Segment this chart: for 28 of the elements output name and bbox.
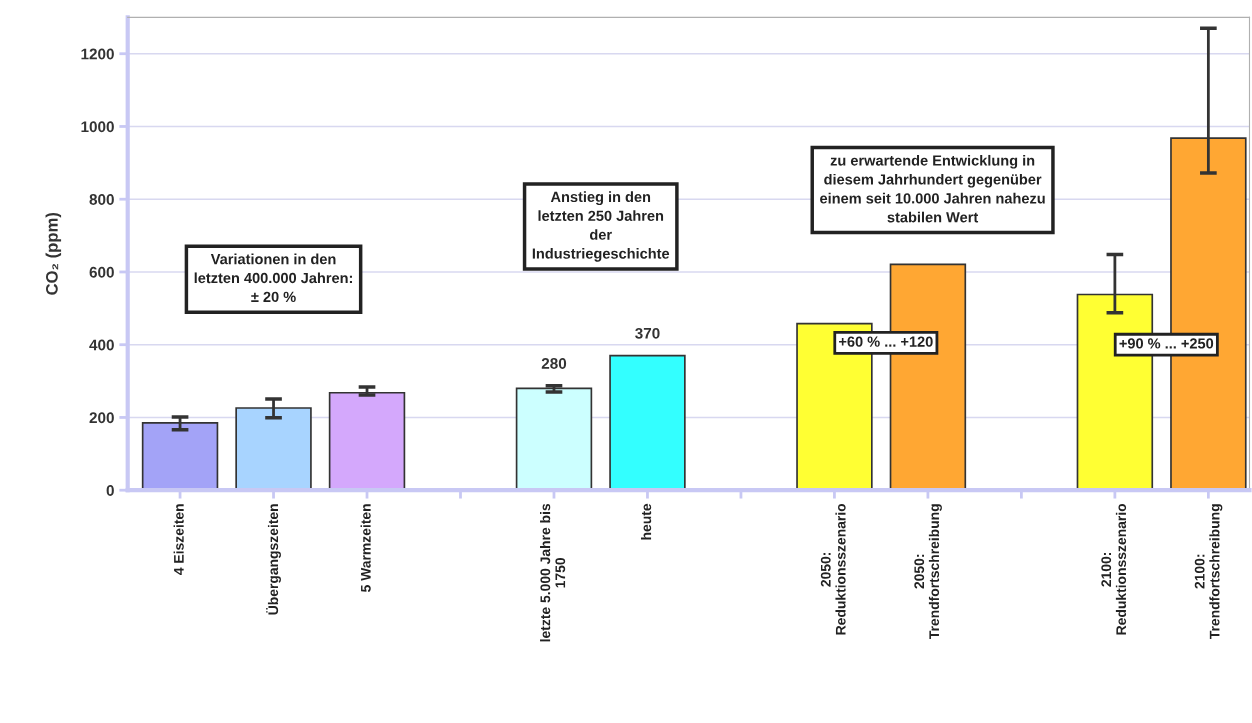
y-tick-label: 600 — [89, 266, 114, 278]
x-tick-label: letzte 5.000 Jahre bis 1750 — [540, 503, 566, 642]
y-axis-title: CO₂ (ppm) — [45, 212, 62, 295]
x-tick-label: 5 Warmzeiten — [360, 504, 371, 592]
x-tick-label: 2100: Reduktionsszenario — [1101, 503, 1127, 635]
y-tick-label: 1200 — [81, 48, 114, 60]
x-tick-label: 2100: Trendfortschreibung — [1194, 504, 1223, 640]
bar — [141, 422, 219, 491]
bar — [515, 387, 593, 491]
y-tick-label: 1000 — [81, 121, 114, 133]
y-tick-label: 0 — [106, 485, 114, 496]
annotation: Anstieg in den letzten 250 Jahren der Industriegeschichte — [532, 191, 670, 262]
annotation: Variationen in den letzten 400.000 Jahren: ± 20 % — [194, 253, 352, 303]
x-tick-label: 4 Eiszeiten — [173, 504, 184, 575]
data-label: 370 — [635, 327, 660, 339]
x-tick-label: heute — [640, 503, 652, 540]
x-tick-label: Übergangszeiten — [266, 504, 281, 615]
bar — [609, 354, 686, 491]
annotation: zu erwartende Entwicklung in diesem Jahrhundert gegenüber einem seit 10.000 Jahren nahezu stabilen Wert — [820, 154, 1045, 223]
y-tick-label: 800 — [89, 194, 114, 205]
y-tick-label: 200 — [89, 412, 114, 424]
bar — [328, 391, 406, 491]
x-tick-label: 2050: Reduktionsszenario — [820, 503, 846, 635]
data-label: 280 — [541, 358, 567, 369]
annotation: +90 % ... +250 — [1119, 338, 1214, 349]
y-tick-label: 400 — [89, 339, 114, 351]
x-tick-label: 2050: Trendfortschreibung — [914, 504, 942, 640]
annotation: +60 % ... +120 — [839, 336, 933, 347]
